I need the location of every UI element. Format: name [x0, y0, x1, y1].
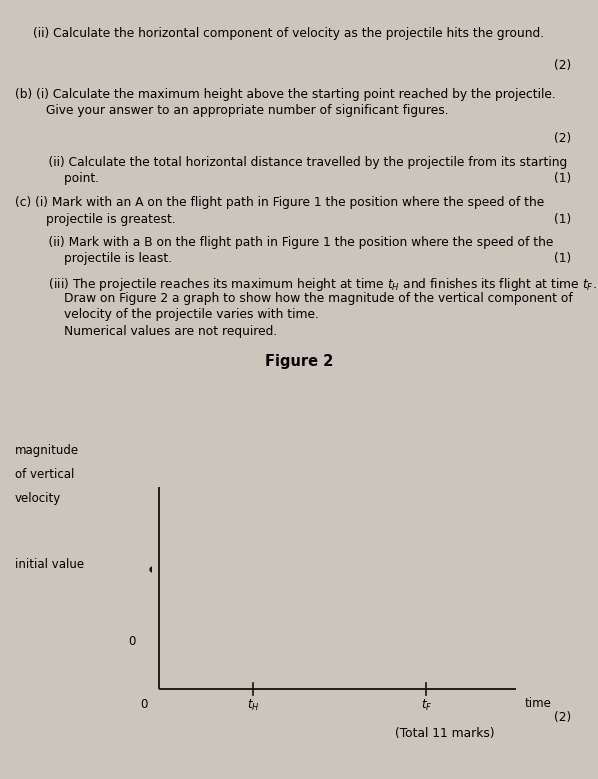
Text: (1): (1)	[554, 213, 571, 226]
Text: initial value: initial value	[15, 559, 84, 571]
Text: (Total 11 marks): (Total 11 marks)	[395, 727, 495, 740]
Text: (iii) The projectile reaches its maximum height at time $t_H$ and finishes its f: (iii) The projectile reaches its maximum…	[33, 276, 597, 293]
Text: (2): (2)	[554, 132, 571, 146]
Text: time: time	[525, 697, 552, 710]
Text: (b) (i) Calculate the maximum height above the starting point reached by the pro: (b) (i) Calculate the maximum height abo…	[15, 88, 556, 101]
Text: point.: point.	[33, 172, 99, 185]
Text: (1): (1)	[554, 252, 571, 266]
Text: 0: 0	[141, 699, 148, 711]
Text: velocity of the projectile varies with time.: velocity of the projectile varies with t…	[33, 308, 319, 322]
Text: of vertical: of vertical	[15, 468, 74, 481]
Text: (2): (2)	[554, 711, 571, 724]
Text: $t_H$: $t_H$	[247, 697, 260, 713]
Text: (1): (1)	[554, 172, 571, 185]
Text: (ii) Mark with a B on the flight path in Figure 1 the position where the speed o: (ii) Mark with a B on the flight path in…	[33, 236, 553, 249]
Text: projectile is least.: projectile is least.	[33, 252, 172, 266]
Text: 0: 0	[128, 635, 135, 648]
Text: velocity: velocity	[15, 492, 61, 506]
Text: (ii) Calculate the total horizontal distance travelled by the projectile from it: (ii) Calculate the total horizontal dist…	[33, 156, 567, 169]
Text: (2): (2)	[554, 59, 571, 72]
Text: Draw on Figure 2 a graph to show how the magnitude of the vertical component of: Draw on Figure 2 a graph to show how the…	[33, 292, 573, 305]
Text: Figure 2: Figure 2	[265, 354, 333, 369]
Text: (ii) Calculate the horizontal component of velocity as the projectile hits the g: (ii) Calculate the horizontal component …	[33, 27, 544, 41]
Text: (c) (i) Mark with an A on the flight path in Figure 1 the position where the spe: (c) (i) Mark with an A on the flight pat…	[15, 196, 544, 210]
Text: projectile is greatest.: projectile is greatest.	[15, 213, 176, 226]
Text: magnitude: magnitude	[15, 444, 79, 457]
Text: Numerical values are not required.: Numerical values are not required.	[33, 325, 277, 338]
Text: Give your answer to an appropriate number of significant figures.: Give your answer to an appropriate numbe…	[15, 104, 448, 118]
Text: $t_F$: $t_F$	[420, 697, 432, 713]
